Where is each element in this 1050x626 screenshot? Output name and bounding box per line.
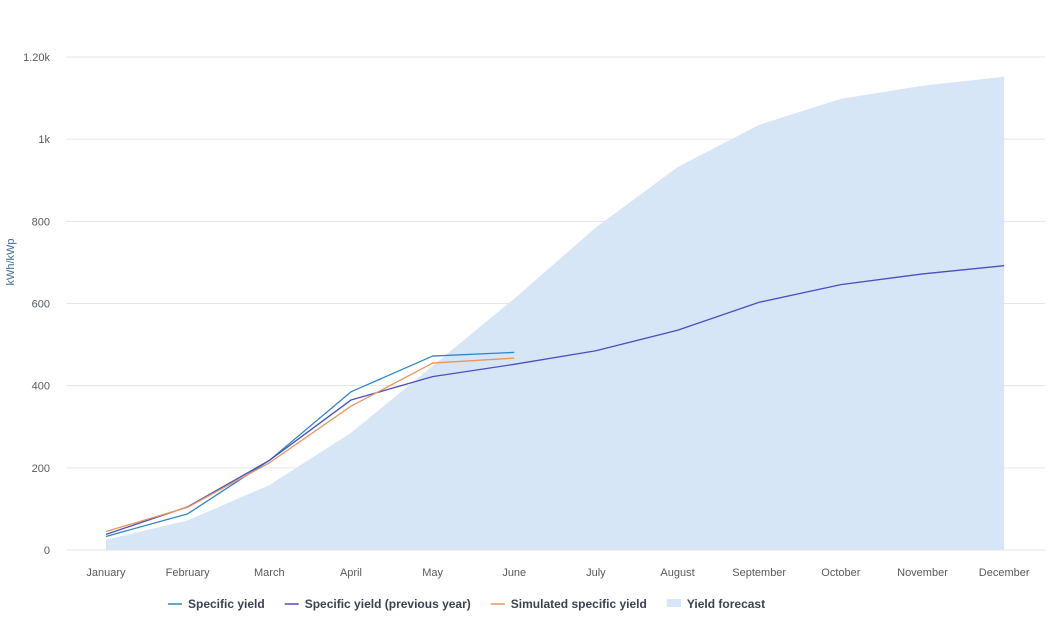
- x-axis: January February March April May June July Augu…: [86, 567, 1029, 579]
- y-tick-label: 0: [44, 545, 50, 557]
- x-tick-label: August: [660, 567, 694, 579]
- legend-label: Simulated specific yield: [511, 597, 647, 611]
- line-specific-yield-previous-year: [105, 265, 1005, 536]
- x-tick-label: February: [166, 567, 211, 579]
- x-tick-label: April: [340, 567, 362, 579]
- legend-item-specific-yield-previous-year[interactable]: Specific yield (previous year): [284, 597, 471, 611]
- x-tick-label: October: [821, 567, 860, 579]
- y-tick-label: 1k: [38, 134, 50, 146]
- legend-item-specific-yield[interactable]: Specific yield: [168, 597, 265, 611]
- y-tick-label: 1.20k: [23, 52, 50, 64]
- y-axis: 0 200 400 600 800 1k 1.20k: [23, 52, 50, 557]
- line-layer: [105, 265, 1005, 538]
- legend-label: Yield forecast: [687, 597, 765, 611]
- legend-item-yield-forecast[interactable]: Yield forecast: [666, 597, 765, 611]
- x-tick-label: December: [979, 567, 1030, 579]
- x-tick-label: January: [86, 567, 126, 579]
- x-tick-label: September: [732, 567, 786, 579]
- legend-label: Specific yield: [188, 597, 265, 611]
- y-tick-label: 800: [32, 216, 50, 228]
- y-tick-label: 400: [32, 381, 50, 393]
- y-axis-title: kWh/kWp: [5, 238, 17, 285]
- line-simulated-specific-yield: [105, 357, 515, 533]
- y-tick-label: 600: [32, 299, 50, 311]
- x-tick-label: November: [897, 567, 948, 579]
- x-tick-label: May: [422, 567, 443, 579]
- legend-swatch: [666, 599, 681, 607]
- legend-item-simulated-specific-yield[interactable]: Simulated specific yield: [490, 597, 647, 611]
- x-tick-label: July: [586, 567, 606, 579]
- line-specific-yield: [105, 351, 515, 538]
- area-layer: [106, 76, 1005, 550]
- y-tick-label: 200: [32, 463, 50, 475]
- legend: Specific yield Specific yield (previous y…: [168, 597, 765, 611]
- area-yield-forecast: [106, 76, 1005, 550]
- x-tick-label: March: [254, 567, 285, 579]
- legend-label: Specific yield (previous year): [305, 597, 471, 611]
- x-tick-label: June: [502, 567, 526, 579]
